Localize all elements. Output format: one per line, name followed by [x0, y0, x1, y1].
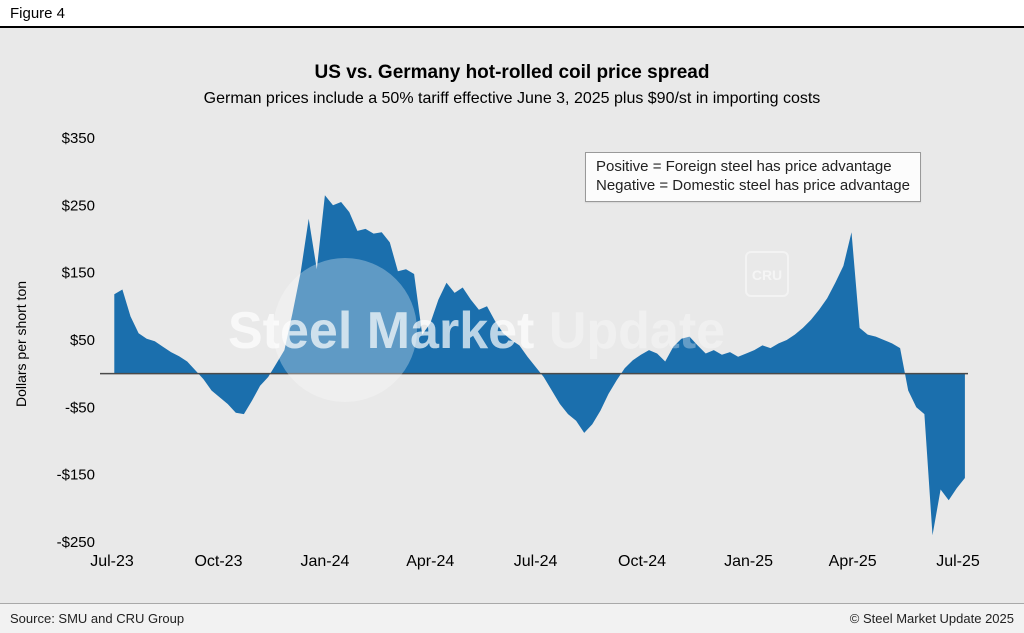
x-tick-label: Oct-24 [618, 553, 666, 570]
x-tick-label: Jul-23 [90, 553, 134, 570]
annotation-negative-line: Negative = Domestic steel has price adva… [596, 176, 910, 194]
x-tick-label: Apr-25 [829, 553, 877, 570]
copyright-note: © Steel Market Update 2025 [849, 611, 1014, 626]
figure-label: Figure 4 [10, 5, 66, 22]
smu-logo-watermark [273, 258, 417, 402]
figure-header-bar: Figure 4 [0, 0, 1024, 28]
y-tick-label: -$250 [57, 534, 95, 551]
x-tick-label: Jul-25 [936, 553, 980, 570]
chart-subtitle: German prices include a 50% tariff effec… [203, 90, 821, 107]
price-spread-area-chart: $350 $250 $150 $50 -$50 -$150 -$250 Jul-23 Oct-2… [57, 130, 980, 570]
x-tick-label: Jan-25 [724, 553, 773, 570]
source-note: Source: SMU and CRU Group [10, 611, 185, 626]
y-tick-label: $50 [70, 332, 95, 349]
price-spread-area [114, 195, 965, 536]
y-tick-label: $150 [62, 265, 95, 282]
y-tick-label: -$50 [65, 399, 95, 416]
chart-title: US vs. Germany hot-rolled coil price spr… [314, 62, 710, 83]
x-tick-label: Apr-24 [406, 553, 454, 570]
x-tick-label: Jan-24 [300, 553, 349, 570]
chart-region: US vs. Germany hot-rolled coil price spr… [0, 30, 1024, 603]
x-tick-label: Jul-24 [514, 553, 558, 570]
cru-logo-watermark [745, 251, 789, 297]
annotation-positive-line: Positive = Foreign steel has price advan… [596, 158, 892, 175]
y-tick-label: $250 [62, 197, 95, 214]
y-tick-label: -$150 [57, 467, 95, 484]
x-tick-label: Oct-23 [194, 553, 242, 570]
cru-logo-text: CRU [752, 267, 782, 283]
legend-annotation-box: Positive = Foreign steel has price advan… [585, 152, 921, 202]
steel-market-update-watermark: Steel Market Update [228, 302, 725, 360]
footer-bar: Source: SMU and CRU Group © Steel Market… [0, 603, 1024, 633]
y-tick-label: $350 [62, 130, 95, 147]
